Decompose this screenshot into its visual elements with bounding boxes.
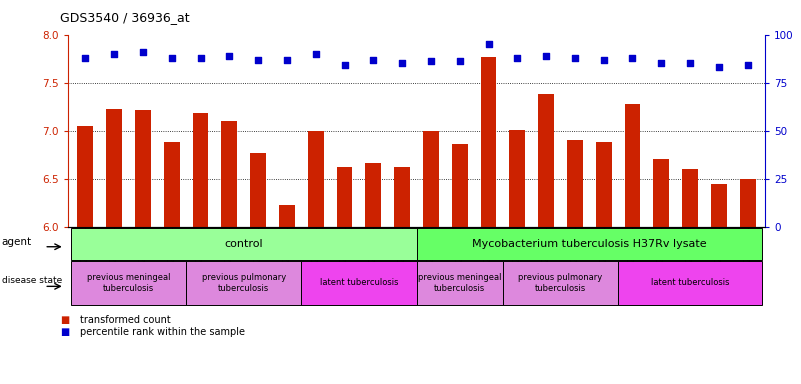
Point [108, 51, 121, 57]
Bar [221, 121, 237, 227]
Bar [625, 104, 641, 227]
Point [540, 53, 553, 59]
Bar [365, 163, 381, 227]
Point [741, 62, 754, 68]
Point [396, 60, 409, 66]
Point [165, 55, 178, 61]
Point [655, 60, 668, 66]
Bar [250, 153, 266, 227]
Point [367, 56, 380, 63]
Point [309, 51, 322, 57]
Bar [481, 57, 497, 227]
Bar [682, 169, 698, 227]
Bar [740, 179, 755, 227]
Point [482, 41, 495, 47]
Bar [107, 109, 122, 227]
Bar [394, 167, 410, 227]
Bar [452, 144, 468, 227]
Point [425, 58, 437, 65]
Text: previous meningeal
tuberculosis: previous meningeal tuberculosis [87, 273, 171, 293]
Text: previous meningeal
tuberculosis: previous meningeal tuberculosis [418, 273, 501, 293]
Bar [596, 142, 612, 227]
Point [598, 56, 610, 63]
Text: latent tuberculosis: latent tuberculosis [651, 278, 730, 287]
Text: transformed count: transformed count [80, 315, 171, 325]
Bar [711, 184, 727, 227]
Bar [567, 140, 583, 227]
Bar [538, 94, 554, 227]
Text: percentile rank within the sample: percentile rank within the sample [80, 327, 245, 337]
Text: Mycobacterium tuberculosis H37Rv lysate: Mycobacterium tuberculosis H37Rv lysate [472, 239, 706, 249]
Bar [308, 131, 324, 227]
Point [194, 55, 207, 61]
Text: GDS3540 / 36936_at: GDS3540 / 36936_at [60, 12, 190, 25]
Text: control: control [224, 239, 263, 249]
Point [338, 62, 351, 68]
Text: latent tuberculosis: latent tuberculosis [320, 278, 398, 287]
Point [79, 55, 92, 61]
Bar [192, 113, 208, 227]
Bar [423, 131, 439, 227]
Bar [336, 167, 352, 227]
Bar [78, 126, 93, 227]
Point [280, 56, 293, 63]
Bar [164, 142, 179, 227]
Point [626, 55, 639, 61]
Bar [135, 111, 151, 227]
Bar [654, 159, 669, 227]
Point [453, 58, 466, 65]
Text: previous pulmonary
tuberculosis: previous pulmonary tuberculosis [202, 273, 286, 293]
Point [511, 55, 524, 61]
Point [252, 56, 264, 63]
Text: previous pulmonary
tuberculosis: previous pulmonary tuberculosis [518, 273, 602, 293]
Bar [279, 205, 295, 227]
Text: ■: ■ [60, 315, 70, 325]
Bar [509, 130, 525, 227]
Point [223, 53, 235, 59]
Point [712, 64, 725, 70]
Text: disease state: disease state [2, 276, 62, 285]
Point [136, 49, 149, 55]
Text: ■: ■ [60, 327, 70, 337]
Point [569, 55, 582, 61]
Point [684, 60, 697, 66]
Text: agent: agent [2, 237, 32, 247]
